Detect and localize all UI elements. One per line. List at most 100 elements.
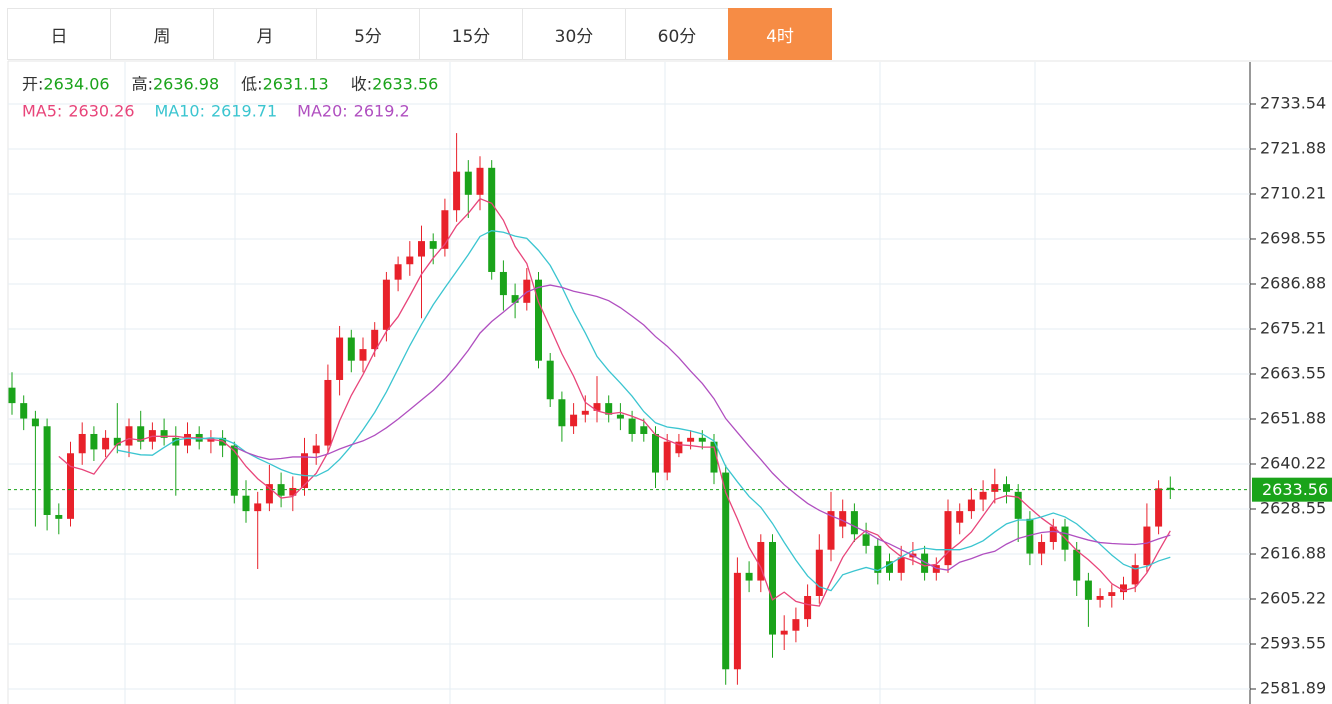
- y-tick-label: 2581.89: [1260, 678, 1326, 697]
- candle-body: [991, 484, 999, 492]
- candle-body: [1096, 595, 1104, 600]
- candle-body: [792, 619, 800, 631]
- tab[interactable]: 月: [213, 8, 317, 60]
- info-label: 开:: [22, 75, 43, 94]
- candle-body: [1120, 584, 1127, 593]
- candle-body: [184, 433, 191, 446]
- candle-body: [897, 557, 905, 573]
- y-tick-label: 2605.22: [1260, 588, 1326, 607]
- candle-body: [815, 549, 823, 596]
- ma-value: 2619.71: [211, 102, 277, 121]
- candle-body: [453, 171, 461, 211]
- candle-body: [1131, 565, 1139, 585]
- candle-body: [652, 433, 659, 473]
- candle-body: [301, 453, 308, 488]
- candle-body: [382, 279, 390, 330]
- candle-body: [710, 441, 718, 473]
- candle-body: [1143, 526, 1151, 566]
- tab[interactable]: 周: [110, 8, 214, 60]
- candle-body: [289, 487, 297, 496]
- candle-body: [921, 553, 929, 573]
- candle-body: [172, 437, 180, 446]
- candle-body: [8, 387, 16, 404]
- candle-body: [979, 491, 987, 500]
- candle-body: [1155, 488, 1163, 527]
- candle-body: [546, 360, 554, 400]
- candle-body: [137, 426, 145, 442]
- tab[interactable]: 日: [7, 8, 111, 60]
- ma-value: 2630.26: [68, 102, 134, 121]
- candle-body: [1003, 484, 1010, 492]
- ma-label: MA5:: [22, 102, 62, 121]
- candle-body: [277, 484, 285, 496]
- ma-label: MA10:: [155, 102, 206, 121]
- candle-body: [944, 511, 952, 566]
- candle-body: [558, 399, 566, 427]
- candle-body: [570, 414, 578, 427]
- candle-body: [476, 167, 484, 195]
- ma-label: MA20:: [297, 102, 348, 121]
- y-tick-label: 2640.22: [1260, 453, 1326, 472]
- candle-body: [628, 418, 636, 434]
- candle-body: [20, 403, 28, 419]
- candle-body: [687, 437, 695, 442]
- candle-body: [102, 437, 110, 450]
- candle-body: [593, 403, 601, 411]
- candle-body: [523, 279, 531, 303]
- candle-body: [1026, 518, 1034, 554]
- candle-body: [499, 271, 507, 296]
- candle-body: [1014, 491, 1022, 519]
- candle-body: [67, 453, 74, 519]
- ma-value: 2619.2: [354, 102, 410, 121]
- candle-body: [757, 541, 765, 581]
- tab[interactable]: 30分: [522, 8, 626, 60]
- y-tick-label: 2593.55: [1260, 634, 1326, 653]
- y-tick-label: 2710.21: [1260, 184, 1326, 203]
- tab[interactable]: 5分: [316, 8, 420, 60]
- tab-bar: 日周月 5分 15分 30分 60分 4时: [7, 8, 832, 60]
- ma-line: [58, 197, 1171, 607]
- candle-body: [850, 511, 858, 535]
- candle-body: [1166, 487, 1174, 490]
- candle-body: [827, 511, 835, 550]
- candle-body: [886, 561, 893, 573]
- candle-body: [254, 503, 262, 512]
- candle-body: [242, 495, 250, 512]
- candle-body: [733, 572, 741, 670]
- candle-body: [406, 256, 414, 265]
- info-value: 2636.98: [153, 75, 219, 94]
- candle-body: [394, 264, 402, 280]
- candle-body: [535, 279, 542, 361]
- candle-body: [312, 445, 320, 454]
- last-price-label: 2633.56: [1262, 480, 1328, 499]
- candle-body: [265, 484, 273, 504]
- candle-body: [956, 511, 964, 523]
- candle-body: [616, 414, 624, 419]
- candle-body: [780, 630, 788, 635]
- candle-body: [1084, 580, 1092, 600]
- candle-body: [55, 514, 63, 519]
- candle-body: [640, 426, 648, 434]
- candle-body: [581, 410, 589, 415]
- candle-body: [874, 545, 882, 573]
- info-label: 低:: [241, 75, 262, 94]
- info-label: 收:: [351, 75, 372, 94]
- tab[interactable]: 4时: [728, 8, 832, 60]
- candle-body: [745, 572, 753, 581]
- candle-body: [1038, 541, 1046, 554]
- candle-body: [488, 167, 496, 272]
- y-tick-label: 2675.21: [1260, 319, 1326, 338]
- tab[interactable]: 60分: [625, 8, 729, 60]
- candle-body: [429, 241, 437, 249]
- candle-body: [359, 349, 367, 361]
- tab[interactable]: 15分: [419, 8, 523, 60]
- candle-body: [43, 426, 51, 515]
- candle-body: [464, 171, 472, 195]
- candle-body: [722, 472, 730, 670]
- candle-body: [511, 295, 519, 303]
- candle-body: [839, 511, 847, 527]
- candle-body: [663, 441, 671, 473]
- info-value: 2633.56: [372, 75, 438, 94]
- y-tick-label: 2651.88: [1260, 409, 1326, 428]
